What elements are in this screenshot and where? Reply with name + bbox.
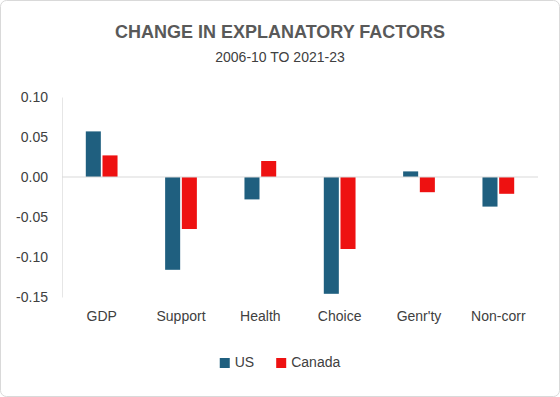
bar [103, 155, 118, 177]
x-tick: Choice [318, 297, 362, 324]
y-tick: 0.05 [21, 129, 62, 145]
y-tick: 0.00 [21, 169, 62, 185]
subtitle: 2006-10 TO 2021-23 [215, 49, 345, 65]
bar [86, 131, 101, 177]
bar [482, 177, 497, 207]
bar [341, 177, 356, 249]
y-tick: -0.10 [16, 249, 62, 265]
y-tick-label: -0.15 [16, 289, 48, 305]
x-tick: Non-corr [471, 297, 526, 324]
y-tick-label: -0.10 [16, 249, 48, 265]
x-tick: Health [240, 297, 280, 324]
x-tick-label: Support [156, 308, 205, 324]
bar [182, 177, 197, 229]
bar [499, 177, 514, 194]
legend-label: Canada [291, 354, 340, 370]
chart-border [1, 1, 560, 397]
bar [244, 177, 259, 199]
bar [420, 177, 435, 192]
x-tick-label: Genr'ty [397, 308, 442, 324]
legend: US Canada [220, 354, 341, 370]
bar [261, 161, 276, 177]
x-axis: GDP Support Health Choice Genr'ty Non-corr [86, 297, 525, 324]
y-tick-label: -0.05 [16, 209, 48, 225]
legend-item: US [220, 354, 254, 370]
y-tick-label: 0.05 [21, 129, 48, 145]
bars [86, 131, 514, 293]
zero-line [62, 177, 538, 178]
legend-item: Canada [276, 354, 340, 370]
x-tick: Support [156, 297, 205, 324]
y-tick-label: 0.10 [21, 89, 48, 105]
x-tick-label: Non-corr [471, 308, 526, 324]
bar [324, 177, 339, 294]
title: CHANGE IN EXPLANATORY FACTORS [115, 22, 445, 42]
bar [403, 171, 418, 177]
legend-label: US [235, 354, 254, 370]
x-tick: Genr'ty [397, 297, 442, 324]
x-tick-label: Health [240, 308, 280, 324]
legend-swatch [220, 358, 230, 368]
x-tick: GDP [86, 297, 116, 324]
y-axis-line [62, 98, 63, 298]
chart: CHANGE IN EXPLANATORY FACTORS 2006-10 TO … [0, 0, 560, 397]
plot: 0.10 0.05 0.00 -0.05 -0.10 -0.15 GDP Support Hea… [16, 89, 538, 324]
y-axis: 0.10 0.05 0.00 -0.05 -0.10 -0.15 [16, 89, 62, 305]
bar [165, 177, 180, 270]
x-tick-label: Choice [318, 308, 362, 324]
y-tick-label: 0.00 [21, 169, 48, 185]
y-tick: -0.15 [16, 289, 62, 305]
legend-swatch [276, 358, 286, 368]
x-tick-label: GDP [86, 308, 116, 324]
y-tick: 0.10 [21, 89, 62, 105]
y-tick: -0.05 [16, 209, 62, 225]
